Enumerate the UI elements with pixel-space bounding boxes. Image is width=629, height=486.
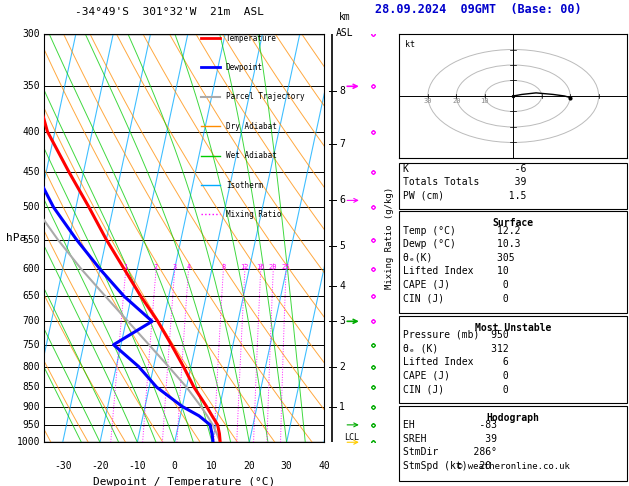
Text: 4: 4 — [186, 264, 191, 270]
Text: 25: 25 — [282, 264, 290, 270]
Text: 850: 850 — [23, 382, 40, 392]
Text: 800: 800 — [23, 362, 40, 372]
Text: 8: 8 — [339, 86, 345, 96]
Text: 10: 10 — [206, 461, 218, 470]
Text: 20: 20 — [452, 98, 460, 104]
Text: 16: 16 — [257, 264, 265, 270]
Text: 40: 40 — [318, 461, 330, 470]
Text: -34°49'S  301°32'W  21m  ASL: -34°49'S 301°32'W 21m ASL — [75, 7, 264, 17]
Text: CIN (J)          0: CIN (J) 0 — [403, 294, 508, 304]
Text: 10: 10 — [481, 98, 489, 104]
Text: 450: 450 — [23, 167, 40, 176]
Text: 350: 350 — [23, 81, 40, 91]
Text: Lifted Index    10: Lifted Index 10 — [403, 266, 508, 277]
Text: -20: -20 — [91, 461, 109, 470]
Text: 500: 500 — [23, 202, 40, 212]
Text: 2: 2 — [339, 362, 345, 372]
Text: StmSpd (kt)  20: StmSpd (kt) 20 — [403, 461, 491, 471]
Text: Mixing Ratio (g/kg): Mixing Ratio (g/kg) — [385, 187, 394, 289]
Text: Pressure (mb)  950: Pressure (mb) 950 — [403, 330, 508, 340]
Text: 7: 7 — [339, 139, 345, 149]
Text: K                  -6: K -6 — [403, 164, 526, 174]
Text: kt: kt — [405, 40, 415, 49]
Text: 20: 20 — [269, 264, 277, 270]
Text: Hodograph: Hodograph — [487, 413, 540, 423]
Text: SREH          39: SREH 39 — [403, 434, 496, 444]
Text: 650: 650 — [23, 291, 40, 301]
Text: © weatheronline.co.uk: © weatheronline.co.uk — [457, 462, 570, 471]
Text: 1000: 1000 — [17, 437, 40, 447]
Text: Wet Adiabat: Wet Adiabat — [226, 151, 277, 160]
Text: Mixing Ratio: Mixing Ratio — [226, 210, 281, 219]
Text: Temperature: Temperature — [226, 34, 277, 43]
Text: 6: 6 — [339, 195, 345, 206]
Text: hPa: hPa — [6, 233, 26, 243]
Text: 5: 5 — [339, 241, 345, 251]
Text: 30: 30 — [423, 98, 432, 104]
Text: 750: 750 — [23, 340, 40, 350]
Text: Parcel Trajectory: Parcel Trajectory — [226, 92, 304, 102]
Text: Dewpoint / Temperature (°C): Dewpoint / Temperature (°C) — [93, 477, 275, 486]
Text: 700: 700 — [23, 316, 40, 326]
Text: EH           -83: EH -83 — [403, 420, 496, 430]
Text: 28.09.2024  09GMT  (Base: 00): 28.09.2024 09GMT (Base: 00) — [375, 2, 581, 16]
Text: 300: 300 — [23, 29, 40, 39]
Text: Temp (°C)       12.2: Temp (°C) 12.2 — [403, 226, 520, 236]
Text: Dry Adiabat: Dry Adiabat — [226, 122, 277, 131]
Text: 1: 1 — [339, 401, 345, 412]
Text: 900: 900 — [23, 401, 40, 412]
Text: 950: 950 — [23, 420, 40, 430]
Text: θₑ(K)           305: θₑ(K) 305 — [403, 253, 514, 263]
Text: 4: 4 — [339, 280, 345, 291]
Text: LCL: LCL — [345, 433, 359, 442]
Text: 550: 550 — [23, 235, 40, 244]
Text: km: km — [338, 12, 350, 22]
Text: Most Unstable: Most Unstable — [475, 323, 552, 333]
Text: 3: 3 — [172, 264, 177, 270]
Text: 1: 1 — [124, 264, 128, 270]
Text: 12: 12 — [241, 264, 249, 270]
Text: Dewpoint: Dewpoint — [226, 63, 263, 72]
Text: 2: 2 — [154, 264, 158, 270]
Text: 30: 30 — [281, 461, 292, 470]
Text: 400: 400 — [23, 126, 40, 137]
Text: -10: -10 — [128, 461, 146, 470]
Text: Lifted Index     6: Lifted Index 6 — [403, 357, 508, 367]
Text: PW (cm)           1.5: PW (cm) 1.5 — [403, 191, 526, 201]
Text: 0: 0 — [172, 461, 177, 470]
Text: ASL: ASL — [335, 28, 353, 38]
Text: -30: -30 — [54, 461, 72, 470]
Text: Totals Totals      39: Totals Totals 39 — [403, 177, 526, 188]
Text: CAPE (J)         0: CAPE (J) 0 — [403, 280, 508, 290]
Text: StmDir      286°: StmDir 286° — [403, 447, 496, 457]
Text: 3: 3 — [339, 316, 345, 326]
Text: Surface: Surface — [493, 218, 534, 228]
Text: 8: 8 — [221, 264, 225, 270]
Text: θₑ (K)         312: θₑ (K) 312 — [403, 344, 508, 354]
Text: 20: 20 — [243, 461, 255, 470]
Text: CIN (J)          0: CIN (J) 0 — [403, 384, 508, 395]
Text: 600: 600 — [23, 264, 40, 274]
Text: CAPE (J)         0: CAPE (J) 0 — [403, 371, 508, 381]
Text: Dewp (°C)       10.3: Dewp (°C) 10.3 — [403, 239, 520, 249]
Text: Isotherm: Isotherm — [226, 181, 263, 190]
